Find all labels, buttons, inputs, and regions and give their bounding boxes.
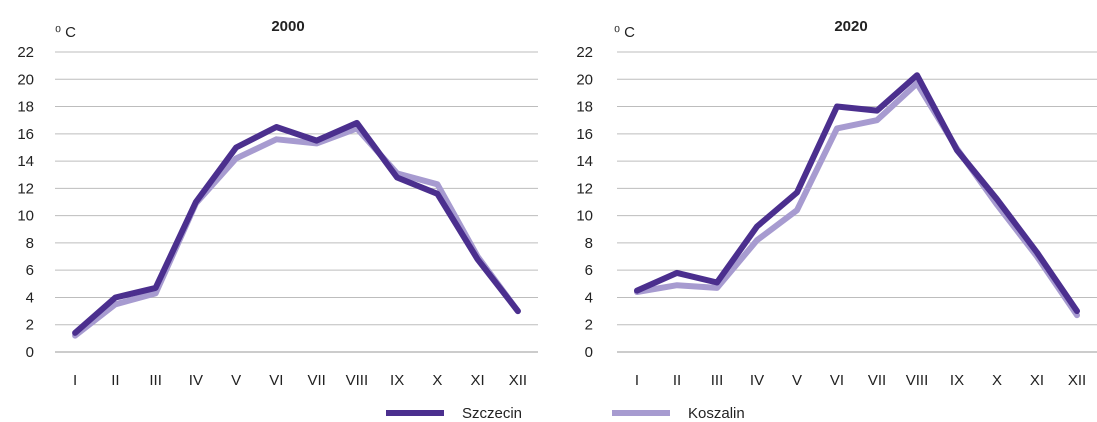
y-tick-label: 16: [17, 126, 34, 143]
unit-label-2020: ⁰ C: [614, 24, 635, 41]
chart-title-2020: 2020: [834, 18, 867, 35]
x-tick-label: I: [73, 372, 77, 389]
y-tick-label: 20: [17, 71, 34, 88]
chart-title-2000: 2000: [271, 18, 304, 35]
x-tick-label: V: [792, 372, 802, 389]
y-tick-label: 20: [576, 71, 593, 88]
y-tick-label: 18: [17, 99, 34, 116]
x-tick-label: IX: [950, 372, 964, 389]
y-tick-label: 12: [17, 180, 34, 197]
x-tick-label: X: [992, 372, 1002, 389]
series-line-koszalin: [634, 80, 1080, 319]
x-tick-label: III: [149, 372, 162, 389]
y-tick-label: 8: [585, 235, 593, 252]
x-tick-label: I: [635, 372, 639, 389]
y-tick-label: 16: [576, 126, 593, 143]
y-tick-label: 12: [576, 180, 593, 197]
y-tick-label: 2: [585, 317, 593, 334]
y-tick-label: 4: [585, 289, 593, 306]
legend: Szczecin Koszalin: [386, 405, 745, 422]
y-tick-label: 18: [576, 99, 593, 116]
x-tick-label: VI: [269, 372, 283, 389]
x-tick-label: IV: [750, 372, 764, 389]
y-tick-label: 14: [576, 153, 593, 170]
y-tick-label: 2: [26, 317, 34, 334]
x-tick-label: VI: [830, 372, 844, 389]
x-tick-label: III: [711, 372, 724, 389]
y-tick-label: 14: [17, 153, 34, 170]
legend-label-koszalin: Koszalin: [688, 405, 745, 422]
x-tick-label: XII: [1068, 372, 1086, 389]
x-tick-label: VII: [868, 372, 886, 389]
x-tick-label: IX: [390, 372, 404, 389]
x-tick-label: XII: [509, 372, 527, 389]
y-tick-label: 0: [26, 344, 34, 361]
x-tick-label: VII: [307, 372, 325, 389]
gridlines: [55, 51, 538, 353]
x-tick-label: V: [231, 372, 241, 389]
x-tick-label: X: [432, 372, 442, 389]
x-tick-label: II: [673, 372, 681, 389]
series-line-koszalin: [72, 125, 521, 339]
x-tick-label: IV: [189, 372, 203, 389]
x-tick-label: VIII: [906, 372, 929, 389]
x-tick-label: VIII: [346, 372, 369, 389]
y-tick-label: 4: [26, 289, 34, 306]
x-tick-label: XI: [471, 372, 485, 389]
y-tick-label: 6: [585, 262, 593, 279]
y-tick-label: 22: [576, 44, 593, 61]
y-tick-label: 0: [585, 344, 593, 361]
unit-label-2000: ⁰ C: [55, 24, 76, 41]
legend-label-szczecin: Szczecin: [462, 405, 522, 422]
series-line-szczecin: [72, 119, 521, 336]
y-tick-label: 6: [26, 262, 34, 279]
gridlines: [617, 51, 1097, 353]
y-tick-label: 10: [17, 208, 34, 225]
x-tick-label: II: [111, 372, 119, 389]
y-tick-label: 22: [17, 44, 34, 61]
y-tick-label: 8: [26, 235, 34, 252]
series-line-szczecin: [634, 72, 1080, 315]
y-tick-label: 10: [576, 208, 593, 225]
x-tick-label: XI: [1030, 372, 1044, 389]
